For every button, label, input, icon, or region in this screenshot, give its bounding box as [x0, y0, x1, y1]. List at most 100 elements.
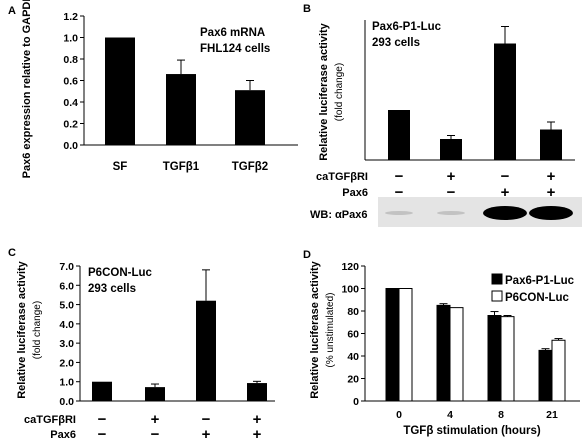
bar	[105, 37, 135, 145]
bar-series-2	[449, 307, 464, 402]
condition-sign: −	[447, 184, 456, 201]
bar	[196, 300, 216, 401]
y-axis-sublabel: (% unstimulated)	[325, 292, 336, 367]
y-tick-label: 0.4	[63, 97, 78, 109]
panel-label-d: D	[303, 249, 311, 261]
condition-sign: +	[547, 184, 556, 201]
x-category-label: SF	[113, 161, 128, 173]
condition-sign: −	[395, 184, 404, 201]
bar-series-2	[500, 316, 515, 402]
legend-entry: P6CON-Luc	[505, 292, 570, 304]
condition-sign: −	[395, 168, 404, 185]
y-axis-label: Relative luciferase activity	[16, 260, 28, 398]
bar	[166, 74, 196, 145]
y-axis-label: Relative luciferase activity	[309, 260, 321, 398]
condition-sign: +	[151, 411, 160, 428]
condition-label: caTGFβRI	[316, 171, 368, 183]
legend-swatch	[491, 290, 503, 302]
blot-band	[529, 206, 573, 220]
panel-d-chart: 0 20 40 60 80 100 120 0 4 8 21 TGFβ stimulation (ho…	[309, 260, 580, 437]
y-tick-label: 7.0	[59, 261, 74, 273]
x-category-label: TGFβ2	[232, 161, 268, 173]
condition-sign: +	[202, 426, 211, 440]
y-tick-label: 5.0	[59, 300, 74, 312]
legend-swatch	[491, 273, 503, 285]
condition-label: Pax6	[50, 429, 76, 440]
y-tick-label: 120	[341, 261, 359, 273]
annotation-1: 293 cells	[372, 37, 420, 49]
annotation-1: 293 cells	[88, 283, 136, 295]
condition-sign: −	[202, 411, 211, 428]
bar	[235, 90, 265, 145]
x-tick-label: 21	[546, 409, 558, 421]
y-tick-label: 60	[347, 329, 359, 341]
bar-series-1	[538, 349, 553, 402]
y-tick-label: 2.0	[59, 357, 74, 369]
condition-sign: +	[253, 426, 262, 440]
y-tick-label: 6.0	[59, 280, 74, 292]
panel-c-chart: 0.0 1.0 2.0 3.0 4.0 5.0 6.0 7.0 Relative lucifer…	[16, 260, 275, 440]
x-tick-label: 4	[447, 409, 453, 421]
y-tick-label: 1.0	[63, 33, 78, 45]
legend-entry: Pax6-P1-Luc	[505, 275, 575, 287]
bar	[540, 129, 562, 160]
blot-band	[483, 206, 527, 220]
y-tick-label: 0.6	[63, 76, 78, 88]
y-tick-label: 1.2	[63, 11, 78, 23]
annotation-0: Pax6 mRNA	[200, 27, 265, 39]
bar	[440, 139, 462, 160]
condition-sign: −	[151, 426, 160, 440]
y-tick-label: 0.2	[63, 119, 78, 131]
blot-band	[385, 211, 413, 215]
annotation-0: P6CON-Luc	[88, 267, 153, 279]
condition-sign: +	[253, 411, 262, 428]
y-tick-label: 20	[347, 374, 359, 386]
condition-sign: +	[501, 184, 510, 201]
panel-a-chart: 0.0 0.2 0.4 0.6 0.8 1.0 1.2 SF TGFβ1 TGFβ2 Pax6 ex…	[21, 0, 298, 178]
annotation-0: Pax6-P1-Luc	[372, 21, 442, 33]
bar	[145, 387, 165, 401]
y-tick-label: 4.0	[59, 319, 74, 331]
condition-sign: −	[98, 411, 107, 428]
y-tick-label: 1.0	[59, 377, 74, 389]
bar	[247, 383, 267, 401]
bar	[494, 43, 516, 160]
annotation-1: FHL124 cells	[200, 43, 270, 55]
y-axis-label: Pax6 expression relative to GAPDH	[21, 0, 33, 178]
bar-series-1	[385, 288, 400, 402]
bar-series-1	[436, 304, 451, 402]
y-tick-label: 3.0	[59, 338, 74, 350]
bar-series-1	[487, 315, 502, 402]
panel-label-a: A	[8, 5, 16, 17]
panel-label-b: B	[303, 3, 311, 15]
x-axis-label: TGFβ stimulation (hours)	[403, 425, 541, 437]
y-tick-label: 40	[347, 351, 359, 363]
bar	[388, 110, 410, 160]
y-tick-label: 0	[353, 396, 359, 408]
bar	[92, 381, 112, 401]
panel-b-chart: Relative luciferase activity (fold change…	[310, 20, 582, 227]
condition-sign: +	[447, 168, 456, 185]
condition-sign: −	[501, 168, 510, 185]
y-tick-label: 0.8	[63, 54, 78, 66]
condition-sign: +	[547, 168, 556, 185]
y-axis-sublabel: (fold change)	[334, 63, 345, 121]
bar-series-2	[551, 339, 566, 402]
panel-label-c: C	[8, 247, 16, 259]
y-axis-label: Relative luciferase activity	[318, 22, 330, 160]
condition-label: Pax6	[342, 187, 368, 199]
y-tick-label: 0.0	[59, 396, 74, 408]
x-tick-label: 8	[498, 409, 504, 421]
condition-label: caTGFβRI	[24, 414, 76, 426]
y-tick-label: 100	[341, 284, 359, 296]
bar-series-2	[398, 288, 413, 402]
blot-band	[437, 211, 465, 215]
x-tick-label: 0	[396, 409, 402, 421]
y-tick-label: 80	[347, 306, 359, 318]
x-category-label: TGFβ1	[163, 161, 200, 173]
y-tick-label: 0.0	[63, 140, 78, 152]
condition-sign: −	[98, 426, 107, 440]
y-axis-sublabel: (fold change)	[32, 301, 43, 359]
blot-label: WB: αPax6	[310, 209, 368, 221]
